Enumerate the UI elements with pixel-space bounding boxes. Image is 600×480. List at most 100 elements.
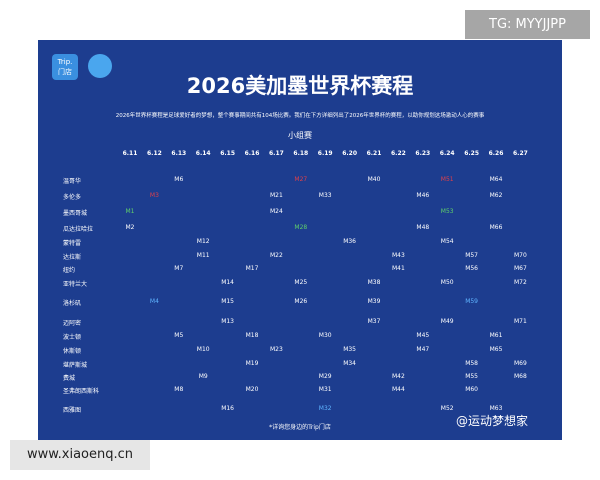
match: M14 [221,279,234,286]
match: M24 [269,208,283,215]
match: M7 [174,265,184,272]
subtitle: 2026年世界杯赛程是足球爱好者的梦想，整个赛事期间共有104场比赛。我们在下方… [115,113,485,119]
poster: Trip. 门店 2026美加墨世界杯赛程 2026年世界杯赛程是足球爱好者的梦想… [38,40,562,440]
match: M46 [416,192,430,199]
match: M71 [513,318,527,325]
match: M60 [465,386,478,393]
city-label: 费城 [63,375,76,382]
match: M67 [513,265,527,272]
match: M57 [465,252,478,259]
match: M16 [221,405,234,412]
date-header: 6.15 [220,150,235,157]
site: www.xiaoenq.cn [10,440,150,470]
match: M54 [440,238,454,245]
match: M9 [198,373,208,380]
match: M22 [269,252,283,259]
date-header: 6.12 [146,150,162,157]
match: M8 [174,386,184,393]
match: M62 [489,192,503,199]
match: M2 [125,224,135,231]
logo-icon [88,54,112,78]
city-label: 西雅图 [63,407,82,414]
match: M48 [416,224,430,231]
match: M43 [391,252,405,259]
match-highlight: M32 [318,405,332,412]
city-label: 洛杉矶 [63,300,82,307]
match: M6 [174,176,184,183]
match: M17 [245,265,259,272]
match: M64 [489,176,503,183]
city-label: 温哥华 [63,178,82,185]
match: M65 [489,346,503,353]
match: M63 [489,405,503,412]
title: 2026美加墨世界杯赛程 [186,74,414,98]
match: M15 [221,298,234,305]
match: M66 [489,224,503,231]
match: M10 [196,346,210,353]
match: M18 [245,332,259,339]
match: M23 [269,346,283,353]
match-highlight: M59 [465,298,478,305]
match: M5 [174,332,184,339]
match-highlight: M28 [294,224,308,231]
date-header: 6.18 [293,150,309,157]
city-label: 墨西哥城 [63,210,88,217]
match: M12 [196,238,210,245]
match: M13 [221,318,234,325]
match: M56 [465,265,478,272]
match: M33 [318,192,332,199]
match: M30 [318,332,332,339]
city-label: 休斯顿 [63,348,82,355]
city-label: 迈阿密 [63,320,82,327]
match: M26 [294,298,308,305]
city-label: 多伦多 [63,194,82,201]
match: M11 [196,252,210,259]
date-header: 6.24 [439,150,455,157]
match: M37 [367,318,381,325]
date-header: 6.11 [122,150,138,157]
logo-store: 门店 [58,68,72,76]
match: M61 [489,332,503,339]
date-header: 6.20 [342,150,357,157]
match-highlight: M4 [149,298,159,305]
date-header: 6.26 [488,150,504,157]
date-header: 6.27 [512,150,528,157]
city-label: 波士顿 [63,334,82,341]
logo: Trip. 门店 [52,54,78,80]
match: M49 [440,318,454,325]
city-label: 堪萨斯城 [63,362,88,369]
city-label: 蒙特雷 [63,240,82,247]
footnote: *详询您身边的Trip门店 [269,424,331,431]
date-header: 6.13 [171,150,187,157]
date-header: 6.21 [366,150,382,157]
date-header: 6.23 [415,150,431,157]
city-label: 亚特兰大 [63,281,88,288]
match: M19 [245,360,259,367]
match: M29 [318,373,332,380]
watermark-bottom: @运动梦想家 [456,414,529,428]
match: M50 [440,279,454,286]
match: M58 [465,360,478,367]
match: M44 [391,386,405,393]
match: M47 [416,346,430,353]
match-highlight: M3 [149,192,159,199]
match: M34 [343,360,356,367]
watermark-top: TG: MYYJJPP [465,10,590,39]
city-label: 瓜达拉哈拉 [63,226,94,233]
date-header: 6.16 [244,150,260,157]
match: M72 [513,279,527,286]
match: M25 [294,279,308,286]
match: M70 [513,252,527,259]
match: M38 [367,279,381,286]
date-header: 6.19 [317,150,333,157]
match-highlight: M1 [125,208,135,215]
stage: 小组赛 [288,131,312,140]
match-highlight: M53 [440,208,454,215]
city-label: 达拉斯 [63,254,82,261]
match: M36 [343,238,356,245]
match: M41 [391,265,405,272]
city-label: 圣弗朗西斯科 [63,388,100,395]
match: M69 [513,360,527,367]
match: M42 [391,373,405,380]
match: M68 [513,373,527,380]
